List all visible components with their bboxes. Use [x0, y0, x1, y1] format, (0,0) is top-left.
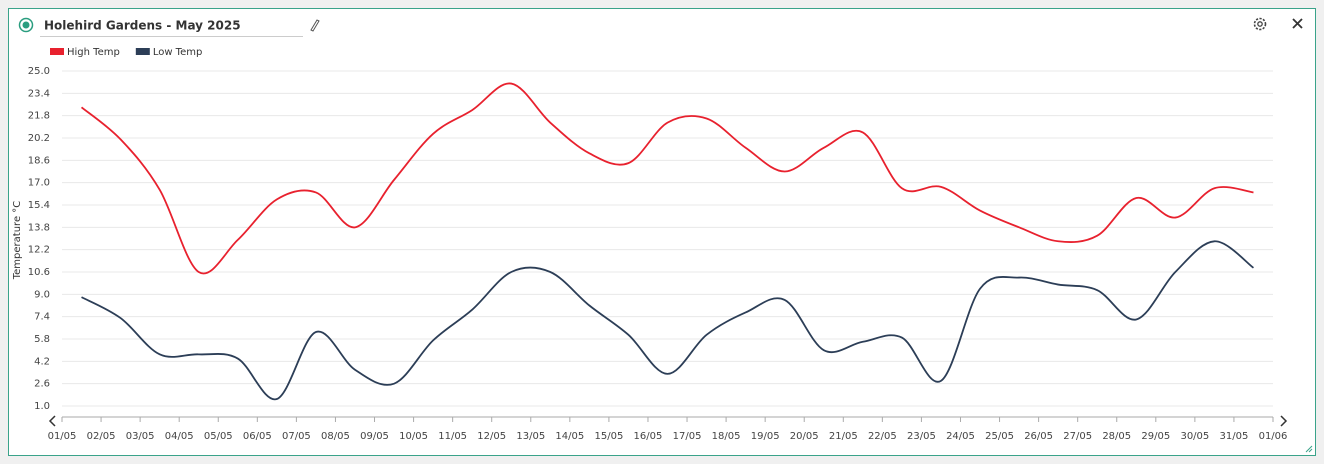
x-tick-label: 12/05 — [477, 431, 506, 442]
x-tick-label: 18/05 — [712, 431, 741, 442]
x-tick-label: 19/05 — [751, 431, 780, 442]
series-line — [81, 240, 1255, 400]
x-tick-label: 27/05 — [1063, 431, 1092, 442]
x-tick-label: 25/05 — [985, 431, 1014, 442]
x-tick-label: 16/05 — [634, 431, 663, 442]
y-tick-label: 20.2 — [28, 133, 50, 144]
settings-button[interactable] — [1253, 17, 1267, 31]
x-tick-label: 30/05 — [1180, 431, 1209, 442]
scroll-left[interactable] — [48, 415, 56, 427]
series-line — [80, 82, 1254, 275]
close-button[interactable] — [1292, 18, 1303, 29]
y-tick-label: 15.4 — [28, 200, 50, 211]
x-tick-label: 20/05 — [790, 431, 819, 442]
x-tick-label: 11/05 — [438, 431, 467, 442]
chart-title: Holehird Gardens - May 2025 — [44, 19, 241, 33]
y-tick-label: 17.0 — [28, 178, 50, 189]
x-tick-label: 29/05 — [1141, 431, 1170, 442]
legend-swatch — [135, 48, 150, 55]
x-tick-label: 01/05 — [48, 431, 77, 442]
x-tick-label: 15/05 — [594, 431, 623, 442]
y-tick-label: 5.8 — [34, 334, 50, 345]
y-tick-label: 10.6 — [28, 267, 50, 278]
y-tick-label: 2.6 — [34, 379, 50, 390]
y-tick-label: 7.4 — [34, 312, 50, 323]
legend-label: Low Temp — [153, 47, 203, 58]
x-tick-label: 21/05 — [829, 431, 858, 442]
widget-frame — [8, 8, 1316, 456]
x-tick-label: 06/05 — [243, 431, 272, 442]
x-tick-label: 22/05 — [868, 431, 897, 442]
legend-swatch — [50, 48, 64, 55]
y-tick-label: 9.0 — [34, 289, 50, 300]
x-tick-label: 24/05 — [946, 431, 975, 442]
y-tick-label: 4.2 — [34, 356, 50, 367]
y-tick-label: 25.0 — [28, 66, 50, 77]
y-tick-label: 23.4 — [28, 88, 50, 99]
legend-label: High Temp — [67, 47, 120, 58]
x-tick-label: 03/05 — [126, 431, 155, 442]
x-tick-label: 13/05 — [516, 431, 545, 442]
x-tick-label: 02/05 — [87, 431, 116, 442]
x-tick-label: 01/06 — [1259, 431, 1288, 442]
x-tick-label: 05/05 — [204, 431, 233, 442]
edit-button[interactable] — [310, 19, 320, 32]
x-tick-label: 17/05 — [673, 431, 702, 442]
y-tick-label: 21.8 — [28, 111, 50, 122]
y-tick-label: 13.8 — [28, 222, 50, 233]
x-tick-label: 10/05 — [399, 431, 428, 442]
x-tick-label: 04/05 — [165, 431, 194, 442]
x-tick-label: 07/05 — [282, 431, 311, 442]
x-tick-label: 14/05 — [555, 431, 584, 442]
y-axis-label: Temperature °C — [12, 201, 23, 281]
scroll-right[interactable] — [1280, 415, 1288, 427]
status-indicator — [18, 17, 34, 33]
x-tick-label: 31/05 — [1220, 431, 1249, 442]
y-tick-label: 1.0 — [34, 401, 50, 412]
status-dot — [22, 21, 30, 29]
x-tick-label: 08/05 — [321, 431, 350, 442]
x-tick-label: 28/05 — [1102, 431, 1131, 442]
y-tick-label: 12.2 — [28, 245, 50, 256]
resize-handle[interactable] — [1305, 445, 1313, 453]
x-tick-label: 26/05 — [1024, 431, 1053, 442]
y-tick-label: 18.6 — [28, 155, 50, 166]
x-tick-label: 09/05 — [360, 431, 389, 442]
x-tick-label: 23/05 — [907, 431, 936, 442]
